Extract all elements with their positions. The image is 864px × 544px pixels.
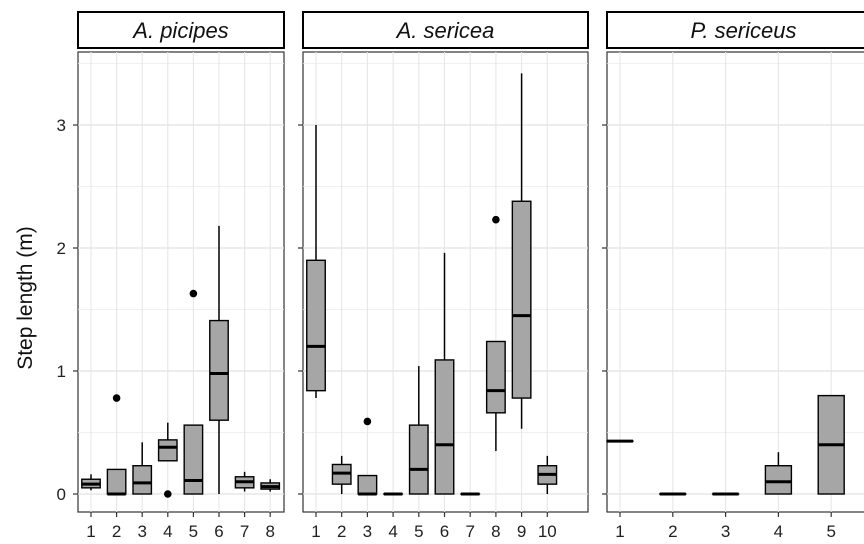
- box-body: [132, 465, 153, 495]
- box-body: [434, 359, 455, 495]
- x-tick-label: 2: [112, 522, 121, 541]
- x-tick-label: 5: [189, 522, 198, 541]
- box-3: [132, 442, 153, 495]
- box-body: [408, 424, 429, 495]
- box-body: [106, 468, 127, 495]
- facet-strip: [302, 11, 589, 49]
- x-tick-label: 4: [163, 522, 172, 541]
- box-4: [157, 422, 178, 498]
- x-tick-label: 3: [721, 522, 730, 541]
- y-tick-label: 2: [57, 239, 66, 258]
- outlier-point: [112, 394, 121, 402]
- box-6: [209, 225, 229, 494]
- outlier-point: [492, 215, 500, 224]
- box-body: [157, 439, 178, 462]
- x-tick-label: 9: [517, 522, 526, 541]
- facet-panel-1: A. picipes 1 2 3 4 5 6 7 8: [73, 11, 285, 541]
- box-8: [485, 215, 506, 451]
- box-10: [537, 455, 558, 494]
- x-tick-label: 2: [668, 522, 677, 541]
- facet-panel-2: A. sericea 1 2 3 4 5 6 7 8 9 10: [298, 11, 589, 541]
- facet-strip: [77, 11, 285, 49]
- x-tick-label: 5: [826, 522, 835, 541]
- x-tick-label: 4: [774, 522, 783, 541]
- x-tick-label: 6: [440, 522, 449, 541]
- box-8: [260, 479, 281, 492]
- box-body: [357, 474, 378, 495]
- facet-strip-label: A. picipes: [131, 18, 228, 43]
- box-body: [764, 465, 793, 495]
- y-axis-title: Step length (m): [14, 226, 37, 370]
- x-tick-label: 2: [337, 522, 346, 541]
- x-tick-label: 3: [363, 522, 372, 541]
- outlier-point: [189, 289, 198, 298]
- box-7: [234, 471, 255, 492]
- box-body: [183, 424, 204, 495]
- box-1: [306, 125, 326, 399]
- y-tick-label: 1: [57, 362, 66, 381]
- x-tick-label: 3: [137, 522, 146, 541]
- box-body: [209, 319, 229, 421]
- facet-panel-3: P. sericeus 1 2 3 4 5: [602, 11, 864, 541]
- box-9: [511, 73, 532, 429]
- box-5: [183, 289, 204, 495]
- x-tick-label: 1: [615, 522, 624, 541]
- y-tick-label: 0: [57, 485, 66, 504]
- facet-strip-label: P. sericeus: [691, 18, 797, 43]
- x-tick-label: 8: [265, 522, 274, 541]
- x-tick-label: 5: [414, 522, 423, 541]
- x-tick-label: 8: [491, 522, 500, 541]
- outlier-point: [363, 417, 372, 426]
- box-body: [511, 200, 532, 399]
- x-tick-label: 7: [240, 522, 249, 541]
- x-tick-label: 1: [311, 522, 320, 541]
- box-2: [106, 394, 127, 496]
- x-tick-label: 1: [86, 522, 95, 541]
- x-tick-label: 4: [388, 522, 397, 541]
- box-1: [81, 474, 101, 491]
- box-body: [485, 340, 506, 414]
- outlier-point: [164, 490, 172, 498]
- y-tick-label: 3: [57, 116, 66, 135]
- box-2: [331, 455, 352, 494]
- x-tick-label: 7: [465, 522, 474, 541]
- box-4: [764, 452, 793, 495]
- box-3: [357, 417, 378, 496]
- x-tick-label: 6: [214, 522, 223, 541]
- x-tick-label: 10: [538, 522, 557, 541]
- box-6: [434, 252, 455, 495]
- facet-strip: [606, 11, 864, 49]
- facet-strip-label: A. sericea: [395, 18, 495, 43]
- box-body: [306, 259, 326, 392]
- box-5: [817, 394, 845, 495]
- panel-background: [77, 51, 285, 513]
- box-5: [408, 366, 429, 495]
